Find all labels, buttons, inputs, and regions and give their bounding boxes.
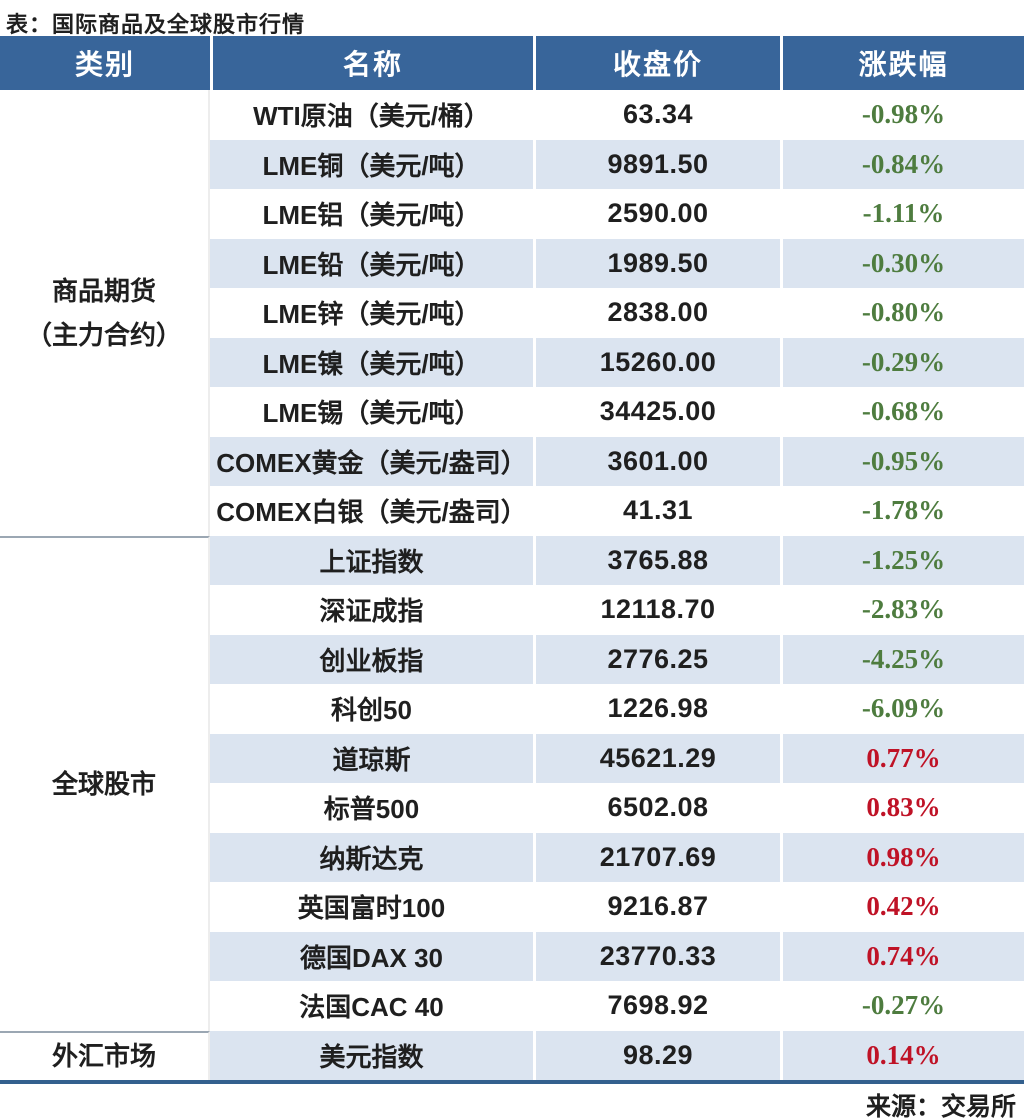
table-row: LME铅（美元/吨） 1989.50 -0.30%: [210, 238, 1024, 288]
instrument-name-cell: 纳斯达克: [210, 832, 533, 882]
close-price-cell: 3601.00: [533, 436, 780, 486]
table-row: 法国CAC 40 7698.92 -0.27%: [210, 981, 1024, 1031]
change-percent-cell: 0.83%: [780, 783, 1024, 833]
change-percent-cell: -4.25%: [780, 634, 1024, 684]
change-percent-cell: 0.42%: [780, 882, 1024, 932]
instrument-name-cell: 科创50: [210, 684, 533, 734]
change-percent-cell: -1.78%: [780, 486, 1024, 536]
category-cell: 外汇市场: [0, 1030, 210, 1080]
change-percent-cell: -0.98%: [780, 90, 1024, 140]
change-percent-cell: 0.77%: [780, 733, 1024, 783]
instrument-name-cell: LME铝（美元/吨）: [210, 189, 533, 239]
close-price-cell: 23770.33: [533, 931, 780, 981]
table-row: 科创50 1226.98 -6.09%: [210, 684, 1024, 734]
table-row: 创业板指 2776.25 -4.25%: [210, 634, 1024, 684]
change-percent-cell: -1.11%: [780, 189, 1024, 239]
change-percent-cell: 0.98%: [780, 832, 1024, 882]
change-percent-cell: 0.14%: [780, 1030, 1024, 1080]
close-price-cell: 2838.00: [533, 288, 780, 338]
category-label: （主力合约）: [25, 319, 182, 350]
table-row: 上证指数 3765.88 -1.25%: [210, 535, 1024, 585]
instrument-name-cell: 创业板指: [210, 634, 533, 684]
close-price-cell: 3765.88: [533, 535, 780, 585]
header-cell-change: 涨跌幅: [780, 36, 1024, 90]
instrument-name-cell: LME镍（美元/吨）: [210, 337, 533, 387]
close-price-cell: 63.34: [533, 90, 780, 140]
change-percent-cell: -0.68%: [780, 387, 1024, 437]
instrument-name-cell: 道琼斯: [210, 733, 533, 783]
close-price-cell: 98.29: [533, 1030, 780, 1080]
instrument-name-cell: 标普500: [210, 783, 533, 833]
table-row: 标普500 6502.08 0.83%: [210, 783, 1024, 833]
header-cell-close: 收盘价: [533, 36, 780, 90]
change-percent-cell: -0.80%: [780, 288, 1024, 338]
instrument-name-cell: LME锡（美元/吨）: [210, 387, 533, 437]
close-price-cell: 1989.50: [533, 238, 780, 288]
close-price-cell: 15260.00: [533, 337, 780, 387]
category-label: 商品期货: [51, 275, 156, 306]
table-row: 道琼斯 45621.29 0.77%: [210, 733, 1024, 783]
category-label: 外汇市场: [51, 1041, 156, 1072]
close-price-cell: 9891.50: [533, 139, 780, 189]
table-row: LME锡（美元/吨） 34425.00 -0.68%: [210, 387, 1024, 437]
source-note: 来源：交易所: [865, 1092, 1016, 1119]
close-price-cell: 2590.00: [533, 189, 780, 239]
category-cell: 商品期货 （主力合约）: [0, 90, 210, 536]
instrument-name-cell: LME锌（美元/吨）: [210, 288, 533, 338]
change-percent-cell: 0.74%: [780, 931, 1024, 981]
close-price-cell: 41.31: [533, 486, 780, 536]
close-price-cell: 7698.92: [533, 981, 780, 1031]
table-row: WTI原油（美元/桶） 63.34 -0.98%: [210, 90, 1024, 140]
instrument-name-cell: COMEX白银（美元/盎司）: [210, 486, 533, 536]
table-row: LME镍（美元/吨） 15260.00 -0.29%: [210, 337, 1024, 387]
change-percent-cell: -0.95%: [780, 436, 1024, 486]
table-row: 纳斯达克 21707.69 0.98%: [210, 832, 1024, 882]
data-rows-column: WTI原油（美元/桶） 63.34 -0.98% LME铜（美元/吨） 9891.50-…: [210, 90, 1024, 1080]
table-row: LME锌（美元/吨） 2838.00 -0.80%: [210, 288, 1024, 338]
instrument-name-cell: 德国DAX 30: [210, 931, 533, 981]
table-row: COMEX黄金（美元/盎司） 3601.00 -0.95%: [210, 436, 1024, 486]
change-percent-cell: -0.84%: [780, 139, 1024, 189]
close-price-cell: 21707.69: [533, 832, 780, 882]
table-header-row: 类别 名称 收盘价 涨跌幅: [0, 36, 1024, 90]
close-price-cell: 12118.70: [533, 585, 780, 635]
header-cell-category: 类别: [74, 49, 135, 80]
table-row: 美元指数 98.29 0.14%: [210, 1030, 1024, 1080]
change-percent-cell: -0.27%: [780, 981, 1024, 1031]
close-price-cell: 2776.25: [533, 634, 780, 684]
close-price-cell: 34425.00: [533, 387, 780, 437]
close-price-cell: 9216.87: [533, 882, 780, 932]
table-body: 商品期货 （主力合约） 全球股市外汇市场 WTI原油（美元/桶） 63.34 -0.98…: [0, 90, 1024, 1080]
change-percent-cell: -0.29%: [780, 337, 1024, 387]
change-percent-cell: -6.09%: [780, 684, 1024, 734]
header-cell-name: 名称: [210, 36, 533, 90]
table-row: 德国DAX 30 23770.33 0.74%: [210, 931, 1024, 981]
table-title: 表：国际商品及全球股市行情: [6, 12, 306, 37]
close-price-cell: 1226.98: [533, 684, 780, 734]
instrument-name-cell: 深证成指: [210, 585, 533, 635]
category-cell: 全球股市: [0, 535, 210, 1031]
category-label: 全球股市: [51, 768, 156, 799]
close-price-cell: 45621.29: [533, 733, 780, 783]
table-row: 英国富时100 9216.87 0.42%: [210, 882, 1024, 932]
instrument-name-cell: 美元指数: [210, 1030, 533, 1080]
instrument-name-cell: LME铅（美元/吨）: [210, 238, 533, 288]
table-row: 深证成指 12118.70 -2.83%: [210, 585, 1024, 635]
table-row: LME铝（美元/吨） 2590.00 -1.11%: [210, 189, 1024, 239]
instrument-name-cell: 上证指数: [210, 535, 533, 585]
table-row: COMEX白银（美元/盎司） 41.31 -1.78%: [210, 486, 1024, 536]
category-column: 商品期货 （主力合约） 全球股市外汇市场: [0, 90, 210, 1080]
instrument-name-cell: LME铜（美元/吨）: [210, 139, 533, 189]
instrument-name-cell: 英国富时100: [210, 882, 533, 932]
change-percent-cell: -2.83%: [780, 585, 1024, 635]
table-row: LME铜（美元/吨） 9891.50 -0.84%: [210, 139, 1024, 189]
instrument-name-cell: 法国CAC 40: [210, 981, 533, 1031]
table-bottom-rule: [0, 1080, 1024, 1084]
close-price-cell: 6502.08: [533, 783, 780, 833]
change-percent-cell: -1.25%: [780, 535, 1024, 585]
instrument-name-cell: COMEX黄金（美元/盎司）: [210, 436, 533, 486]
change-percent-cell: -0.30%: [780, 238, 1024, 288]
instrument-name-cell: WTI原油（美元/桶）: [210, 90, 533, 140]
